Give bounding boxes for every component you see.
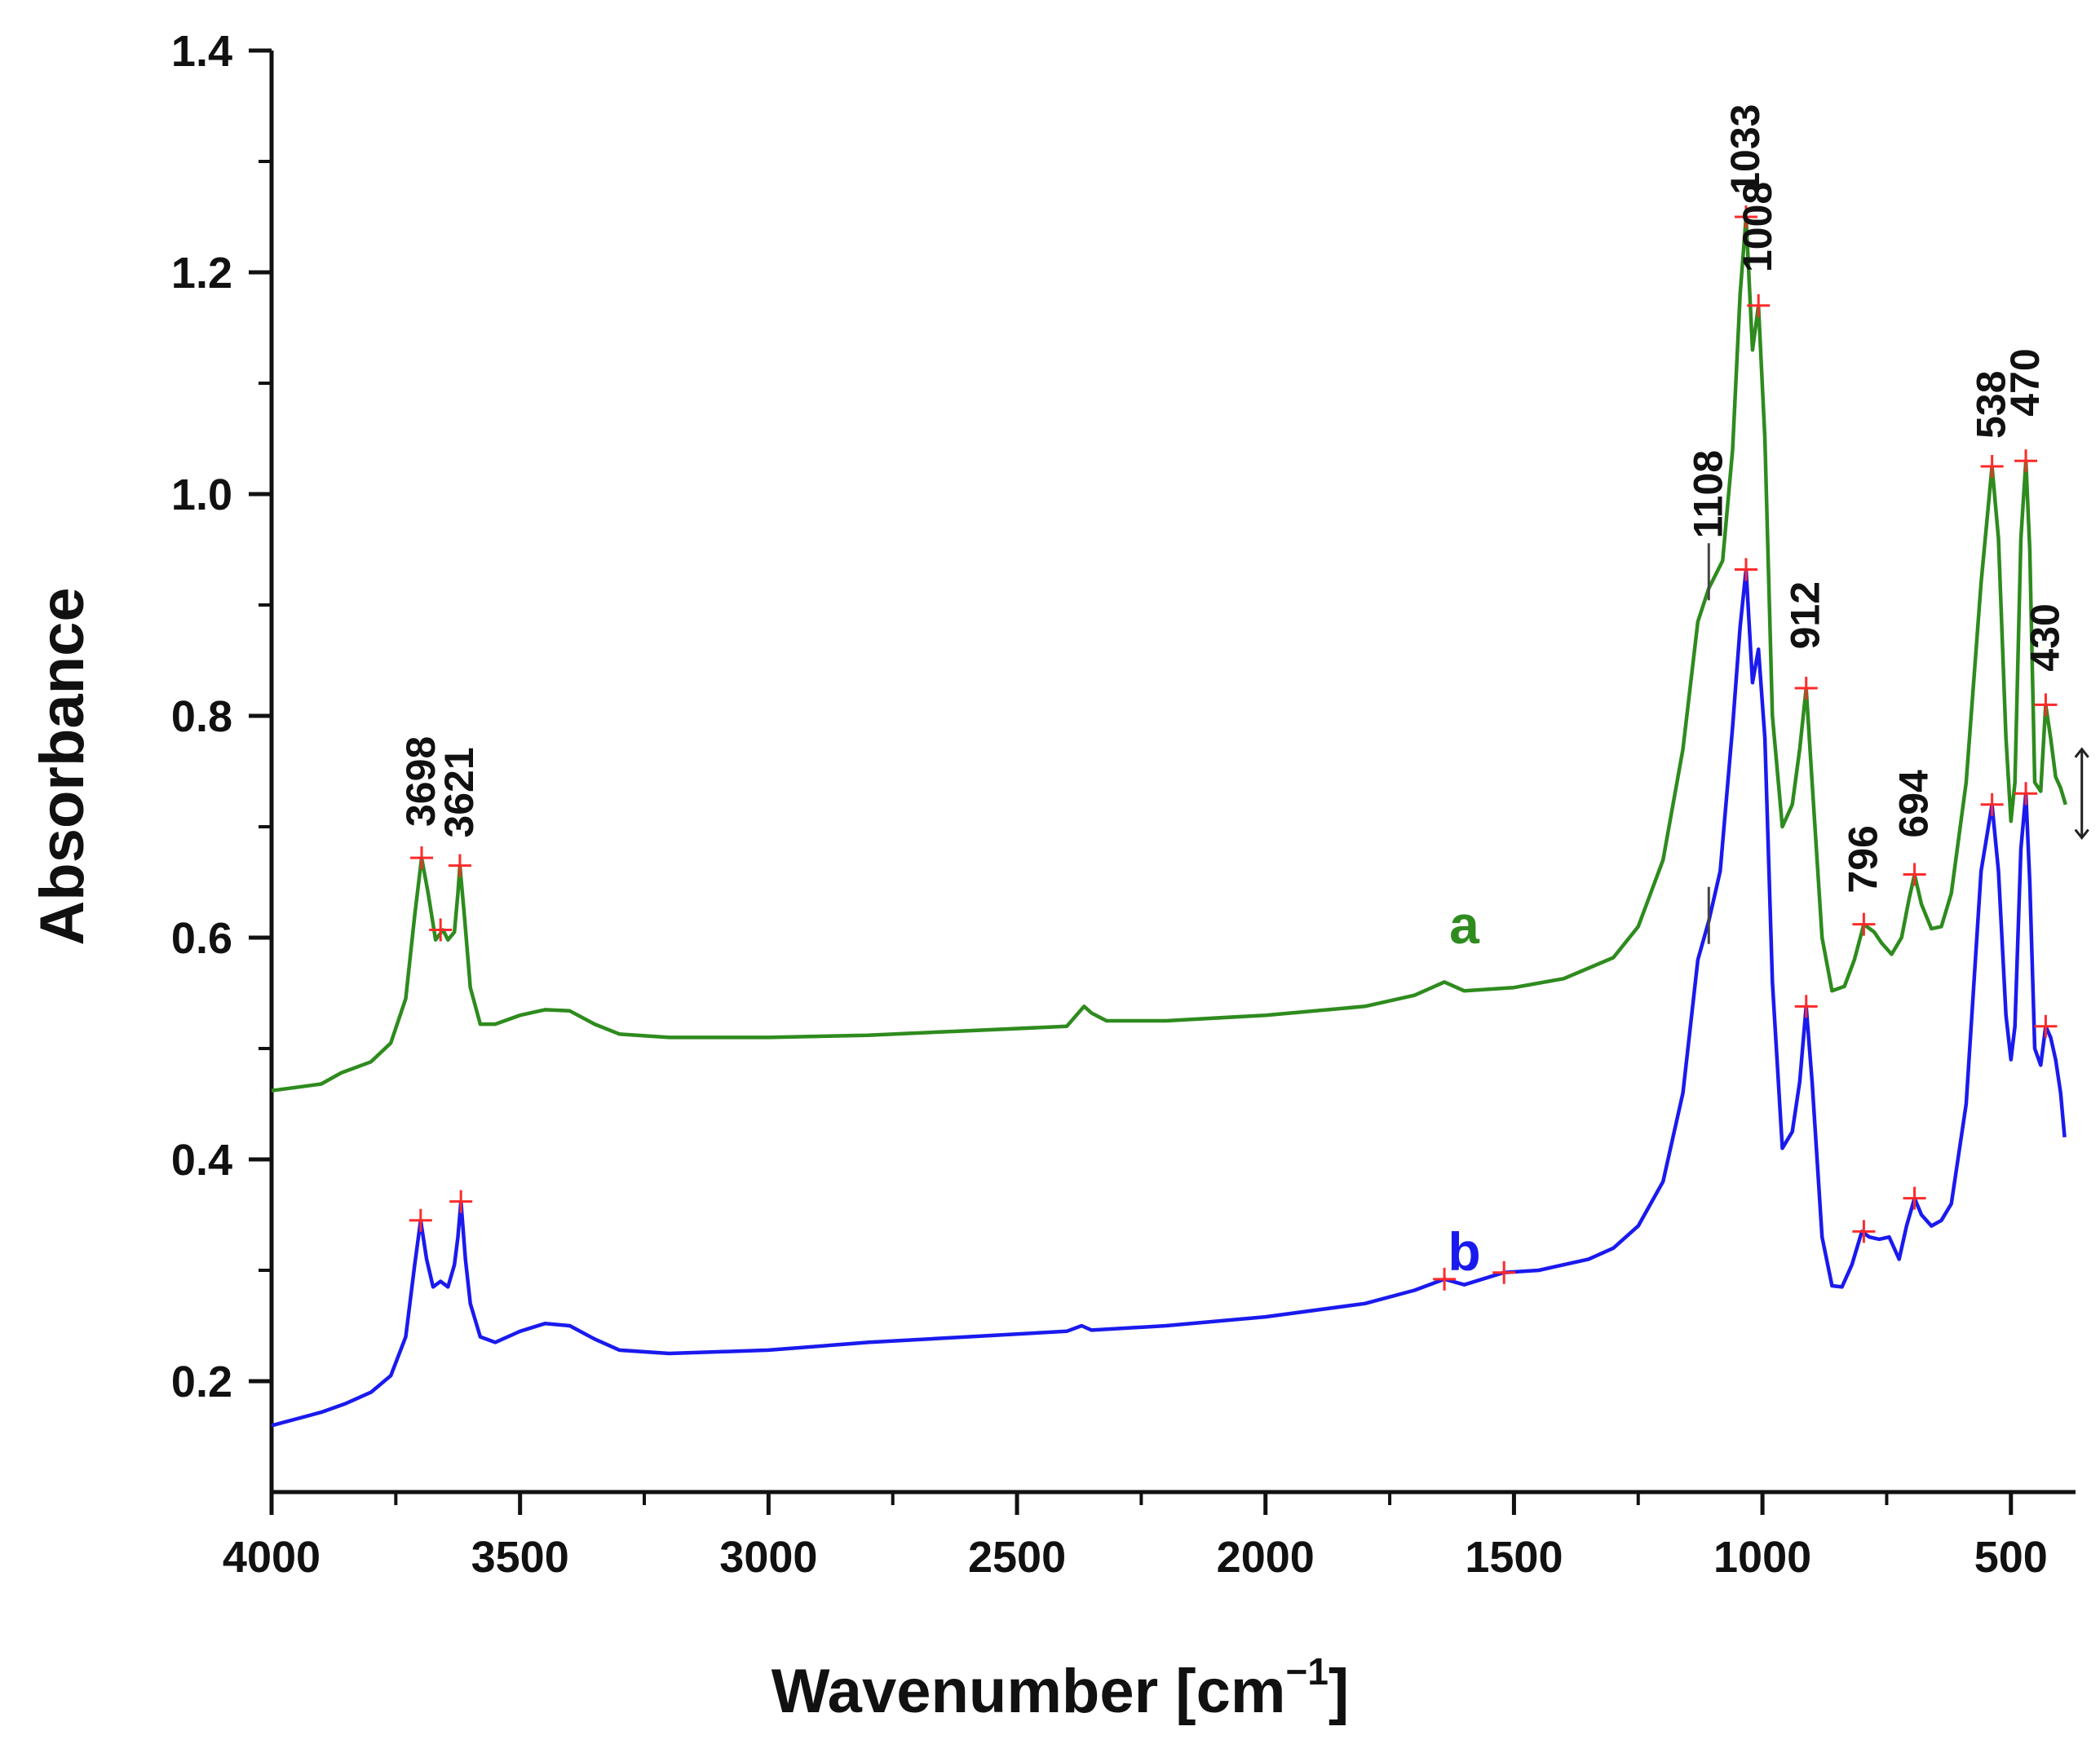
series-line-a [271,214,2067,1093]
series-line-b [271,567,2067,1428]
x-axis-title-close: ] [1329,1657,1349,1726]
y-tick-label: 0.4 [171,1136,232,1185]
peak-label-470: 470 [2002,348,2048,416]
range-arrow-up-icon [2074,747,2089,758]
x-tick-label: 1000 [1713,1533,1811,1582]
peak-marker-a [1903,863,1926,886]
peak-marker-b [1433,1267,1457,1291]
peak-markers-group [409,205,2058,1291]
y-tick-label: 1.0 [171,470,232,519]
series-label-a: a [1449,894,1480,955]
peak-marker-a [448,854,471,877]
x-tick-label: 2000 [1217,1533,1315,1582]
series-group: ab [271,214,2067,1428]
peak-label-538: 538 [1969,371,2014,439]
peak-label-796: 796 [1840,825,1886,893]
peak-marker-b [1852,1220,1876,1243]
peak-marker-a [1980,455,2004,478]
y-tick-label: 1.2 [171,249,232,298]
peak-label-1108: 1108 [1685,450,1731,538]
peak-marker-b [2014,782,2038,806]
y-tick-label: 0.8 [171,692,232,741]
peak-marker-a [429,918,453,942]
peak-marker-b [1794,995,1818,1018]
peak-marker-b [449,1190,473,1213]
peak-label-694: 694 [1891,770,1937,838]
peak-label-3698: 3698 [398,736,444,827]
peak-label-1033: 1033 [1722,104,1768,195]
peak-label-912: 912 [1783,581,1828,649]
peak-label-430: 430 [2022,603,2067,671]
peak-marker-a [1747,294,1771,317]
peak-label-3621: 3621 [436,747,482,837]
peak-marker-a [1734,205,1757,228]
x-axis-title-sup: −1 [1285,1650,1328,1693]
x-tick-label: 1500 [1465,1533,1563,1582]
peak-marker-a [2014,449,2038,473]
y-tick-label: 0.2 [171,1358,232,1406]
x-tick-label: 4000 [223,1533,321,1582]
peak-marker-b [1734,558,1757,581]
x-tick-label: 3500 [471,1533,569,1582]
peak-marker-a [2034,693,2058,717]
x-axis-title: Wavenumber [cm−1] [771,1650,1349,1726]
peak-marker-b [409,1208,432,1232]
peak-marker-a [1852,912,1876,936]
peak-marker-b [1492,1261,1516,1284]
x-tick-label: 500 [1974,1533,2048,1582]
axes-group: 4000 3500 3000 2500 2000 1500 1000 500 0.2 0.4 0.6… [171,27,2076,1582]
series-label-b: b [1448,1221,1480,1282]
range-arrow-down-icon [2074,828,2089,841]
peak-marker-b [1903,1186,1926,1210]
peak-marker-b [1980,793,2004,816]
y-axis-title: Absorbance [28,587,97,945]
peak-marker-a [410,846,434,870]
x-tick-label: 2500 [968,1533,1066,1582]
x-tick-label: 3000 [719,1533,817,1582]
y-tick-label: 0.6 [171,914,232,963]
peak-marker-b [2034,1014,2058,1038]
peak-marker-a [1794,677,1818,700]
x-axis-title-main: Wavenumber [cm [771,1657,1286,1726]
y-tick-label: 1.4 [171,27,232,76]
peak-label-1008: 1008 [1735,182,1780,272]
